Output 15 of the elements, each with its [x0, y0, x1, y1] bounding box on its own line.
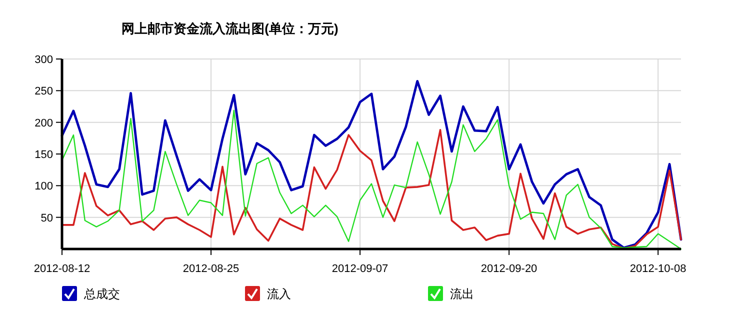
x-tick-label: 2012-08-12 — [34, 263, 90, 275]
y-tick-label: 300 — [34, 54, 53, 66]
x-tick-label: 2012-09-20 — [480, 263, 538, 275]
x-tick-label: 2012-08-25 — [182, 263, 240, 275]
legend-label: 总成交 — [83, 287, 120, 301]
y-tick-label: 50 — [40, 212, 53, 224]
y-tick-label: 150 — [34, 149, 53, 161]
legend-label: 流入 — [267, 287, 291, 301]
y-tick-label: 200 — [34, 117, 53, 130]
legend-label: 流出 — [450, 287, 474, 301]
chart-title: 网上邮市资金流入流出图(单位：万元) — [122, 21, 338, 36]
y-tick-label: 250 — [34, 86, 53, 98]
x-tick-label: 2012-09-07 — [332, 263, 388, 275]
y-tick-label: 100 — [34, 180, 53, 193]
x-tick-label: 2012-10-08 — [630, 263, 686, 275]
